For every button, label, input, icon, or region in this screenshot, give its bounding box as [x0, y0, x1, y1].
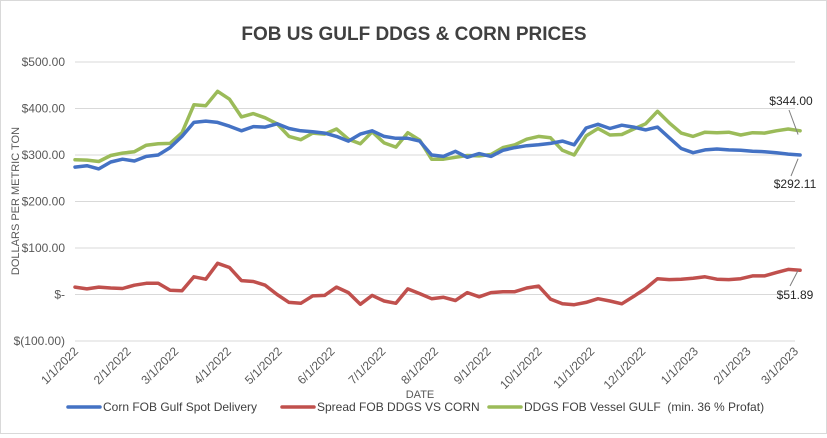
x-tick-label: 3/1/2023 [758, 344, 801, 387]
y-axis-ticks: $500.00 $400.00 $300.00 $200.00 $100.00 $- $(1… [14, 55, 66, 348]
legend-label-2: DDGS FOB Vessel GULF (min. 36 % Profat) [524, 400, 764, 414]
x-tick-label: 3/1/2022 [138, 344, 181, 387]
legend: Corn FOB Gulf Spot Delivery Spread FOB DD… [66, 400, 764, 414]
annotation-label: $292.11 [774, 177, 817, 191]
x-tick-label: 5/1/2022 [242, 344, 285, 387]
y-tick-label: $400.00 [22, 102, 66, 116]
annotation-label: $51.89 [777, 288, 814, 302]
chart-title: FOB US GULF DDGS & CORN PRICES [241, 24, 586, 45]
legend-label-1: Spread FOB DDGS VS CORN [317, 400, 480, 414]
series-line-1 [73, 261, 802, 307]
x-tick-label: 12/1/2022 [601, 344, 649, 392]
series-lines [73, 89, 802, 307]
x-tick-label: 11/1/2022 [550, 344, 597, 391]
series-line-2 [73, 89, 802, 164]
x-tick-label: 2/1/2022 [91, 344, 134, 387]
y-tick-label: $100.00 [22, 241, 66, 255]
x-tick-label: 2/1/2023 [711, 344, 754, 387]
annotation-leader [790, 158, 799, 177]
y-tick-label: $500.00 [22, 55, 66, 69]
y-axis-title: DOLLARS PER METRIC TON [10, 127, 22, 275]
x-tick-label: 7/1/2022 [346, 344, 389, 387]
x-tick-label: 1/1/2022 [38, 344, 81, 387]
x-tick-label: 1/1/2023 [658, 344, 701, 387]
y-tick-label: $200.00 [22, 195, 66, 209]
legend-label-0: Corn FOB Gulf Spot Delivery [103, 400, 257, 414]
x-axis-title: DATE [406, 389, 435, 401]
annotation-leader [789, 270, 799, 287]
annotation-label: $344.00 [769, 94, 813, 108]
data-annotations: $344.00 $292.11 $51.89 [769, 94, 816, 302]
x-tick-label: 6/1/2022 [295, 344, 338, 387]
y-tick-label: $(100.00) [14, 334, 65, 348]
annotation-leader [788, 109, 799, 135]
y-tick-label: $300.00 [22, 148, 66, 162]
x-tick-label: 10/1/2022 [497, 344, 545, 392]
y-tick-label: $- [54, 288, 65, 302]
x-tick-label: 4/1/2022 [191, 344, 234, 387]
x-tick-label: 8/1/2022 [398, 344, 441, 387]
x-tick-label: 9/1/2022 [451, 344, 494, 387]
series-line-0 [73, 119, 802, 171]
x-axis-ticks: 1/1/2022 2/1/2022 3/1/2022 4/1/2022 5/1/2022… [38, 344, 801, 392]
